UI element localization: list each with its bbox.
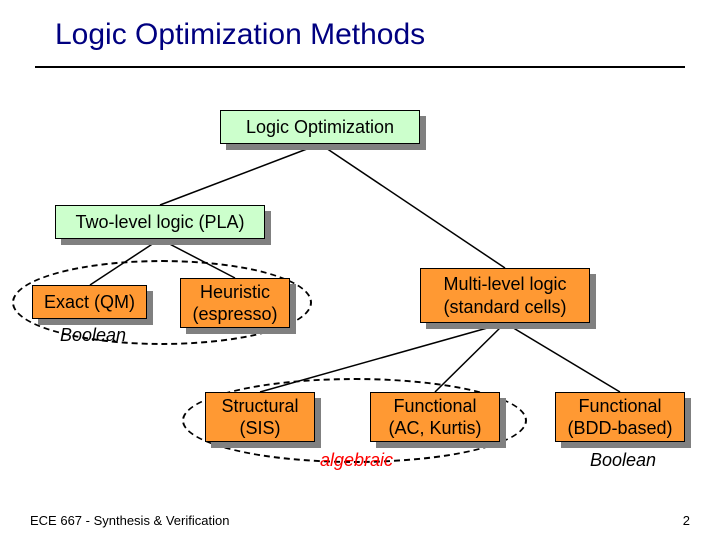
node-multilevel: Multi-level logic (standard cells) bbox=[420, 268, 590, 323]
node-two-level: Two-level logic (PLA) bbox=[55, 205, 265, 239]
node-functional-bdd-label: Functional (BDD-based) bbox=[567, 395, 672, 440]
node-functional-bdd: Functional (BDD-based) bbox=[555, 392, 685, 442]
footer-page-number: 2 bbox=[683, 513, 690, 528]
node-exact-label: Exact (QM) bbox=[44, 291, 135, 314]
node-root-label: Logic Optimization bbox=[246, 116, 394, 139]
node-functional-ac: Functional (AC, Kurtis) bbox=[370, 392, 500, 442]
label-boolean-1: Boolean bbox=[60, 325, 126, 346]
node-exact: Exact (QM) bbox=[32, 285, 147, 319]
node-structural-label: Structural (SIS) bbox=[221, 395, 298, 440]
node-functional-ac-label: Functional (AC, Kurtis) bbox=[388, 395, 481, 440]
node-two-level-label: Two-level logic (PLA) bbox=[75, 211, 244, 234]
slide-title: Logic Optimization Methods bbox=[55, 18, 425, 52]
node-root: Logic Optimization bbox=[220, 110, 420, 144]
node-heuristic: Heuristic (espresso) bbox=[180, 278, 290, 328]
node-multilevel-label: Multi-level logic (standard cells) bbox=[443, 273, 566, 318]
label-boolean-2: Boolean bbox=[590, 450, 656, 471]
label-algebraic: algebraic bbox=[320, 450, 393, 471]
node-structural: Structural (SIS) bbox=[205, 392, 315, 442]
title-underline bbox=[35, 66, 685, 68]
node-heuristic-label: Heuristic (espresso) bbox=[192, 281, 277, 326]
footer-left: ECE 667 - Synthesis & Verification bbox=[30, 513, 229, 528]
